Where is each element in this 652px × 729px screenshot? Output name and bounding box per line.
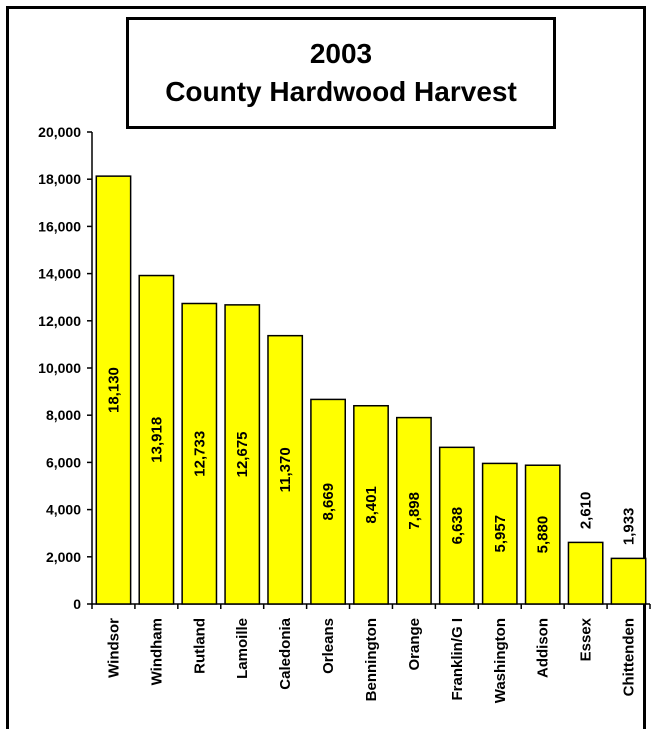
x-tick-label: Bennington (363, 618, 380, 701)
chart-title-text: County Hardwood Harvest (165, 76, 517, 107)
y-tick-label: 6,000 (46, 454, 81, 470)
x-tick-label: Caledonia (277, 617, 294, 689)
x-tick-label: Windsor (105, 618, 122, 678)
bar-essex (567, 541, 604, 605)
x-tick-label: Rutland (191, 618, 208, 674)
bar-rutland (181, 302, 218, 605)
x-tick-label: Orleans (320, 618, 337, 674)
data-label: 8,401 (363, 486, 380, 524)
bar-lamoille (224, 304, 261, 605)
x-tick-label: Addison (535, 618, 552, 678)
chart-title-box: 2003 County Hardwood Harvest (126, 17, 556, 129)
data-label: 5,957 (492, 515, 509, 553)
bar-orange (396, 416, 432, 605)
data-label: 8,669 (320, 483, 337, 521)
x-tick-label: Chittenden (621, 618, 638, 696)
chart-title-year: 2003 (309, 38, 373, 69)
x-tick-label: Orange (406, 618, 423, 671)
y-tick-label: 14,000 (38, 266, 81, 282)
data-label: 2,610 (578, 492, 595, 530)
x-tick-label: Lamoille (234, 618, 251, 679)
y-tick-label: 18,000 (38, 171, 81, 187)
data-label: 12,675 (234, 431, 251, 477)
y-tick-label: 20,000 (38, 124, 81, 140)
y-tick-label: 16,000 (38, 218, 81, 234)
data-label: 11,370 (277, 447, 294, 492)
bar-windsor (95, 175, 132, 605)
x-tick-label: Franklin/G I (449, 618, 466, 701)
bar-addison (524, 464, 561, 605)
data-label: 12,733 (191, 431, 208, 477)
data-label: 1,933 (621, 508, 638, 546)
data-label: 18,130 (105, 367, 122, 413)
data-label: 5,880 (535, 516, 552, 554)
bar-caledonia (267, 334, 304, 605)
x-tick-label: Washington (492, 618, 509, 703)
y-tick-label: 10,000 (38, 360, 81, 376)
data-label: 7,898 (406, 492, 423, 530)
x-tick-label: Windham (148, 618, 165, 685)
bar-orleans (310, 398, 346, 605)
y-tick-label: 2,000 (46, 549, 81, 565)
chart-frame (6, 6, 646, 729)
bar-chittenden (610, 557, 647, 605)
bar-bennington (353, 404, 389, 605)
y-tick-label: 4,000 (46, 502, 81, 518)
y-tick-label: 8,000 (46, 407, 81, 423)
y-tick-label: 0 (73, 596, 81, 612)
data-label: 6,638 (449, 507, 466, 545)
bar-windham (138, 274, 175, 605)
data-label: 13,918 (148, 417, 165, 463)
x-tick-label: Essex (578, 617, 595, 661)
bar-franklin-g-i (438, 446, 475, 605)
bar-washington (481, 462, 518, 605)
y-tick-label: 12,000 (38, 313, 81, 329)
